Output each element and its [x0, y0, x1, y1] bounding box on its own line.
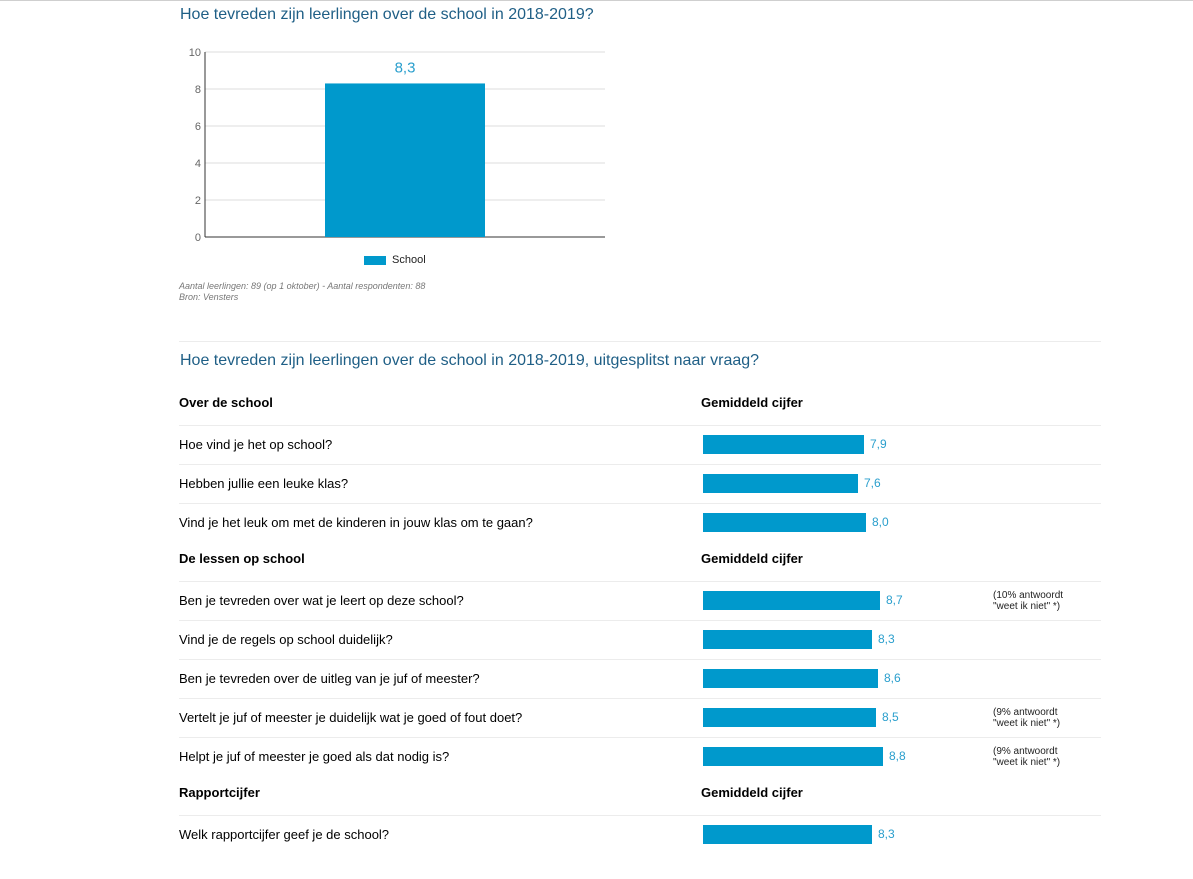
row-divider	[179, 464, 1101, 465]
y-tick-label: 2	[195, 195, 201, 207]
row-divider	[179, 581, 1101, 582]
section-heading: Over de school	[179, 395, 273, 410]
value-bar	[703, 825, 872, 844]
question-label: Welk rapportcijfer geef je de school?	[179, 827, 390, 842]
question-label: Vind je het leuk om met de kinderen in j…	[179, 515, 533, 530]
question-label: Ben je tevreden over de uitleg van je ju…	[179, 671, 480, 686]
chart-title: Hoe tevreden zijn leerlingen over de sch…	[180, 6, 594, 23]
row-divider	[179, 698, 1101, 699]
value-bar	[703, 630, 872, 649]
top-divider	[0, 0, 1193, 1]
question-label: Vertelt je juf of meester je duidelijk w…	[179, 710, 523, 725]
value-bar	[703, 747, 883, 766]
value-label: 8,3	[878, 632, 895, 646]
section-heading: De lessen op school	[179, 551, 305, 566]
y-tick-label: 10	[189, 47, 201, 59]
question-label: Hoe vind je het op school?	[179, 437, 333, 452]
row-divider	[179, 620, 1101, 621]
value-label: 7,6	[864, 476, 881, 490]
row-divider	[179, 659, 1101, 660]
row-divider	[179, 425, 1101, 426]
respondents-note: Aantal leerlingen: 89 (op 1 oktober) - A…	[179, 281, 426, 291]
dont-know-note: (9% antwoordt	[993, 707, 1058, 718]
value-label: 8,7	[886, 593, 903, 607]
question-label: Helpt je juf of meester je goed als dat …	[179, 749, 450, 764]
dont-know-note-line2: "weet ik niet" *)	[993, 601, 1061, 612]
value-bar	[703, 591, 880, 610]
value-bar	[703, 435, 864, 454]
question-label: Vind je de regels op school duidelijk?	[179, 632, 393, 647]
dont-know-note-line2: "weet ik niet" *)	[993, 718, 1061, 729]
question-label: Ben je tevreden over wat je leert op dez…	[179, 593, 464, 608]
section-heading: Rapportcijfer	[179, 785, 260, 800]
legend-swatch	[364, 255, 386, 265]
dont-know-note: (10% antwoordt	[993, 590, 1064, 601]
value-column-heading: Gemiddeld cijfer	[701, 785, 803, 800]
value-label: 8,3	[878, 827, 895, 841]
value-label: 7,9	[870, 437, 887, 451]
row-divider	[179, 737, 1101, 738]
value-label: 8,0	[872, 515, 889, 529]
overall-bar-chart: 0 2 4 6 8 10 8,3	[189, 47, 605, 244]
y-tick-label: 4	[195, 158, 201, 170]
y-tick-label: 0	[195, 232, 201, 244]
source-note: Bron: Vensters	[179, 292, 239, 302]
bar	[325, 83, 485, 237]
dont-know-note-line2: "weet ik niet" *)	[993, 757, 1061, 768]
value-label: 8,8	[889, 749, 906, 763]
legend-label: School	[392, 254, 426, 266]
bar-value-label: 8,3	[395, 59, 416, 76]
chart-legend: School	[364, 254, 426, 266]
breakdown-title: Hoe tevreden zijn leerlingen over de sch…	[180, 352, 760, 369]
y-tick-label: 6	[195, 121, 201, 133]
value-column-heading: Gemiddeld cijfer	[701, 551, 803, 566]
question-label: Hebben jullie een leuke klas?	[179, 476, 349, 491]
y-tick-label: 8	[195, 84, 201, 96]
value-column-heading: Gemiddeld cijfer	[701, 395, 803, 410]
row-divider	[179, 503, 1101, 504]
dont-know-note: (9% antwoordt	[993, 746, 1058, 757]
value-bar	[703, 708, 876, 727]
value-label: 8,5	[882, 710, 899, 724]
section-divider	[179, 341, 1101, 342]
value-bar	[703, 513, 866, 532]
row-divider	[179, 815, 1101, 816]
value-label: 8,6	[884, 671, 901, 685]
value-bar	[703, 669, 878, 688]
value-bar	[703, 474, 858, 493]
